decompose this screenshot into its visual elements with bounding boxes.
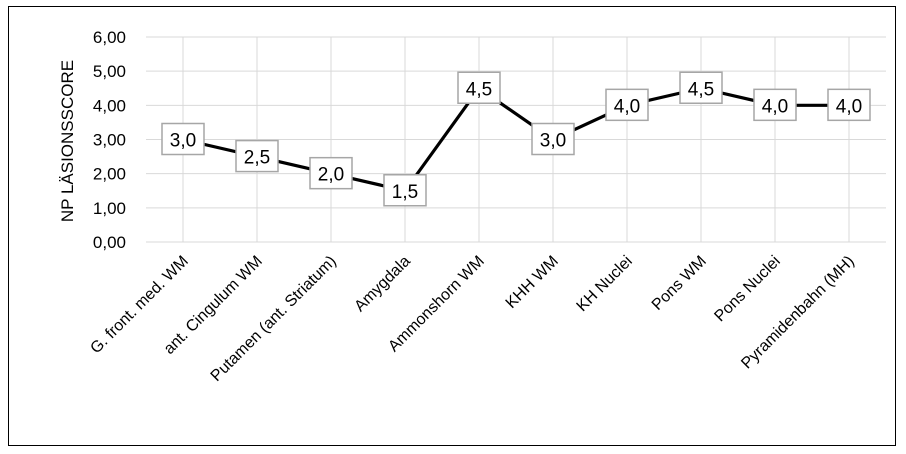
y-tick-labels: 0,00 1,00 2,00 3,00 4,00 5,00 6,00 (93, 28, 126, 252)
data-label: 2,0 (310, 158, 352, 189)
data-label: 2,5 (236, 141, 278, 172)
y-tick-label: 2,00 (93, 165, 126, 184)
x-tick-label: Pons WM (649, 253, 710, 314)
data-label-text: 2,0 (318, 165, 344, 186)
data-label: 1,5 (384, 175, 426, 206)
x-tick-label: KH Nuclei (574, 253, 636, 315)
data-label-text: 4,0 (836, 96, 862, 117)
grid-lines (146, 37, 886, 242)
data-label-text: 4,5 (466, 79, 492, 100)
x-tick-label: Putamen (ant. Striatum) (208, 253, 340, 385)
data-label-text: 1,5 (392, 182, 418, 203)
data-label: 4,5 (680, 72, 722, 103)
y-tick-label: 6,00 (93, 28, 126, 47)
y-tick-label: 1,00 (93, 199, 126, 218)
data-label: 3,0 (532, 124, 574, 155)
y-axis-label: NP LÄSIONSSCORE (58, 60, 77, 222)
data-label-text: 4,0 (762, 96, 788, 117)
data-label: 4,0 (606, 89, 648, 120)
data-label: 4,5 (458, 72, 500, 103)
y-tick-label: 3,00 (93, 131, 126, 150)
data-label-text: 4,0 (614, 96, 640, 117)
x-tick-label: Pons Nuclei (711, 253, 783, 325)
data-label: 3,0 (162, 124, 204, 155)
x-tick-label: Amygdala (351, 253, 413, 315)
data-label-text: 3,0 (540, 131, 566, 152)
data-label: 4,0 (828, 89, 870, 120)
x-tick-label: KHH WM (503, 253, 562, 312)
data-label-text: 3,0 (170, 131, 196, 152)
y-tick-label: 4,00 (93, 96, 126, 115)
y-tick-label: 0,00 (93, 233, 126, 252)
data-label: 4,0 (754, 89, 796, 120)
data-label-text: 4,5 (688, 79, 714, 100)
data-label-text: 2,5 (244, 148, 270, 169)
y-tick-label: 5,00 (93, 62, 126, 81)
